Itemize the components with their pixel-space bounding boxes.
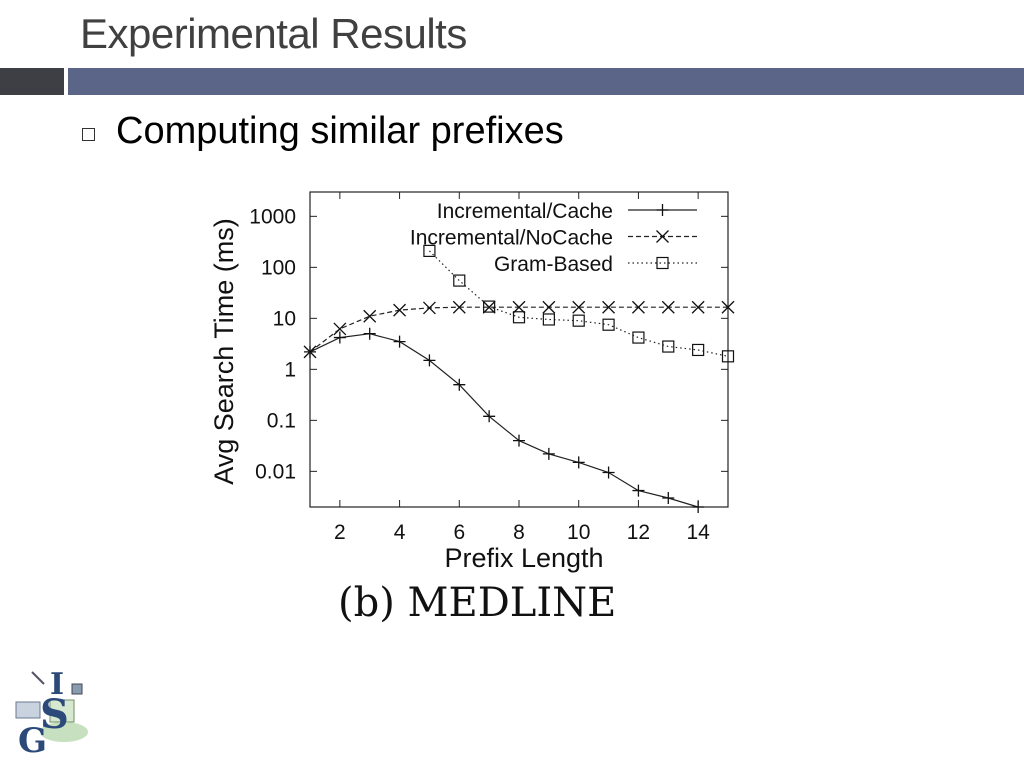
data-point-square	[721, 350, 735, 363]
y-tick-label: 100	[261, 256, 296, 279]
data-point-square	[453, 274, 466, 287]
x-tick-label: 12	[627, 521, 650, 544]
data-point-plus	[692, 501, 705, 513]
x-tick-label: 4	[394, 521, 406, 544]
data-point-x	[542, 300, 556, 314]
data-point-plus	[602, 466, 615, 479]
y-axis-label: Avg Search Time (ms)	[209, 218, 239, 485]
data-point-square	[572, 314, 585, 327]
legend-label: Gram-Based	[494, 253, 613, 276]
data-point-square	[542, 313, 555, 326]
legend-marker-x	[656, 230, 669, 243]
chart-caption: (b) MEDLINE	[338, 580, 617, 626]
legend-label: Incremental/NoCache	[410, 227, 613, 250]
data-point-square	[602, 318, 615, 331]
legend-marker-square	[656, 256, 669, 270]
data-point-x	[691, 300, 705, 314]
data-point-square	[512, 311, 526, 324]
data-point-x	[721, 300, 735, 314]
slide-title: Experimental Results	[80, 10, 467, 57]
data-point-x	[333, 322, 347, 336]
data-point-plus	[333, 331, 346, 344]
y-tick-label: 0.1	[267, 409, 296, 432]
data-point-x	[303, 345, 317, 359]
data-point-square	[692, 343, 705, 357]
title-divider-bar	[68, 68, 1024, 95]
data-point-square	[483, 300, 496, 313]
data-point-square	[632, 331, 645, 344]
data-point-plus	[513, 434, 525, 447]
data-point-plus	[483, 410, 496, 423]
data-point-x	[422, 301, 436, 315]
svg-text:G: G	[18, 721, 47, 754]
data-point-square	[662, 340, 675, 353]
x-axis-label: Prefix Length	[444, 543, 603, 573]
data-point-plus	[572, 456, 585, 469]
x-tick-label: 6	[453, 521, 465, 544]
x-tick-label: 2	[334, 521, 346, 544]
bullet-square-icon	[82, 128, 95, 141]
y-tick-label: 1	[284, 358, 296, 381]
x-tick-label: 14	[686, 521, 710, 544]
data-point-x	[393, 303, 407, 317]
svg-text:I: I	[50, 667, 64, 702]
svg-text:S: S	[40, 691, 69, 738]
x-tick-label: 8	[513, 521, 525, 544]
data-point-plus	[453, 378, 466, 391]
data-point-plus	[542, 447, 555, 460]
data-point-x	[363, 309, 377, 323]
data-point-plus	[363, 327, 376, 340]
series-line-plus	[309, 333, 699, 508]
data-point-square	[423, 244, 436, 258]
bullet-text: Computing similar prefixes	[116, 110, 564, 152]
y-tick-label: 10	[273, 307, 296, 330]
legend-marker-plus	[656, 204, 669, 216]
isg-logo: I S G	[15, 667, 88, 754]
y-tick-label: 1000	[249, 205, 296, 228]
data-point-plus	[662, 492, 675, 505]
data-point-plus	[632, 484, 645, 497]
data-point-x	[572, 300, 586, 314]
data-point-x	[661, 300, 675, 314]
data-point-plus	[423, 354, 436, 367]
x-tick-label: 10	[567, 521, 590, 544]
data-point-x	[452, 300, 466, 314]
data-point-x	[602, 300, 616, 314]
data-point-plus	[393, 335, 406, 348]
y-tick-label: 0.01	[255, 460, 296, 483]
data-point-x	[631, 300, 645, 314]
title-divider-left	[0, 68, 64, 95]
legend-label: Incremental/Cache	[437, 200, 613, 223]
series-line-square	[428, 250, 729, 357]
